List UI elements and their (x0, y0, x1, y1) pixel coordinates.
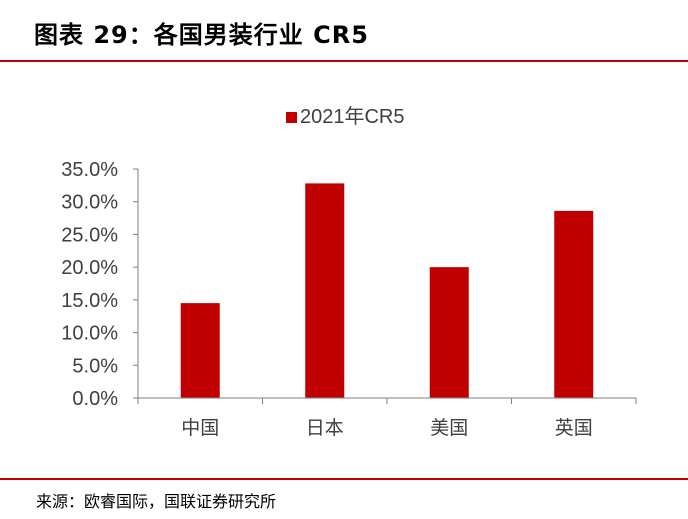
y-tick-label: 15.0% (61, 290, 118, 312)
y-tick-label: 0.0% (72, 388, 118, 410)
x-axis: 中国 日本 美国 英国 (137, 397, 637, 439)
y-tick-label: 10.0% (61, 323, 118, 345)
bar (305, 183, 345, 398)
bar-chart: 2021年CR5 0.0% 5.0% 10.0% 15.0% 20.0% 25.0% 30.… (61, 105, 637, 439)
chart-title: 图表 29：各国男装行业 CR5 (34, 21, 369, 49)
source-note: 来源：欧睿国际，国联证券研究所 (36, 492, 277, 511)
x-tick-label: 中国 (181, 417, 219, 439)
x-tick-label: 日本 (306, 417, 344, 439)
y-tick-label: 5.0% (72, 355, 118, 377)
y-tick-label: 25.0% (61, 224, 118, 246)
y-tick-label: 20.0% (61, 257, 118, 279)
y-axis: 0.0% 5.0% 10.0% 15.0% 20.0% 25.0% 30.0% 35.0% (61, 159, 139, 410)
legend-swatch (286, 112, 297, 123)
x-tick-label: 美国 (430, 417, 468, 439)
bar (554, 210, 594, 398)
x-tick-label: 英国 (555, 417, 593, 439)
legend-label: 2021年CR5 (300, 105, 405, 128)
bar (180, 303, 220, 398)
footer-divider (0, 478, 688, 480)
y-tick-label: 30.0% (61, 192, 118, 214)
y-tick-label: 35.0% (61, 159, 118, 181)
bar (429, 267, 469, 398)
legend: 2021年CR5 (286, 105, 405, 128)
title-bar: 图表 29：各国男装行业 CR5 (0, 0, 688, 62)
bars (180, 183, 594, 398)
